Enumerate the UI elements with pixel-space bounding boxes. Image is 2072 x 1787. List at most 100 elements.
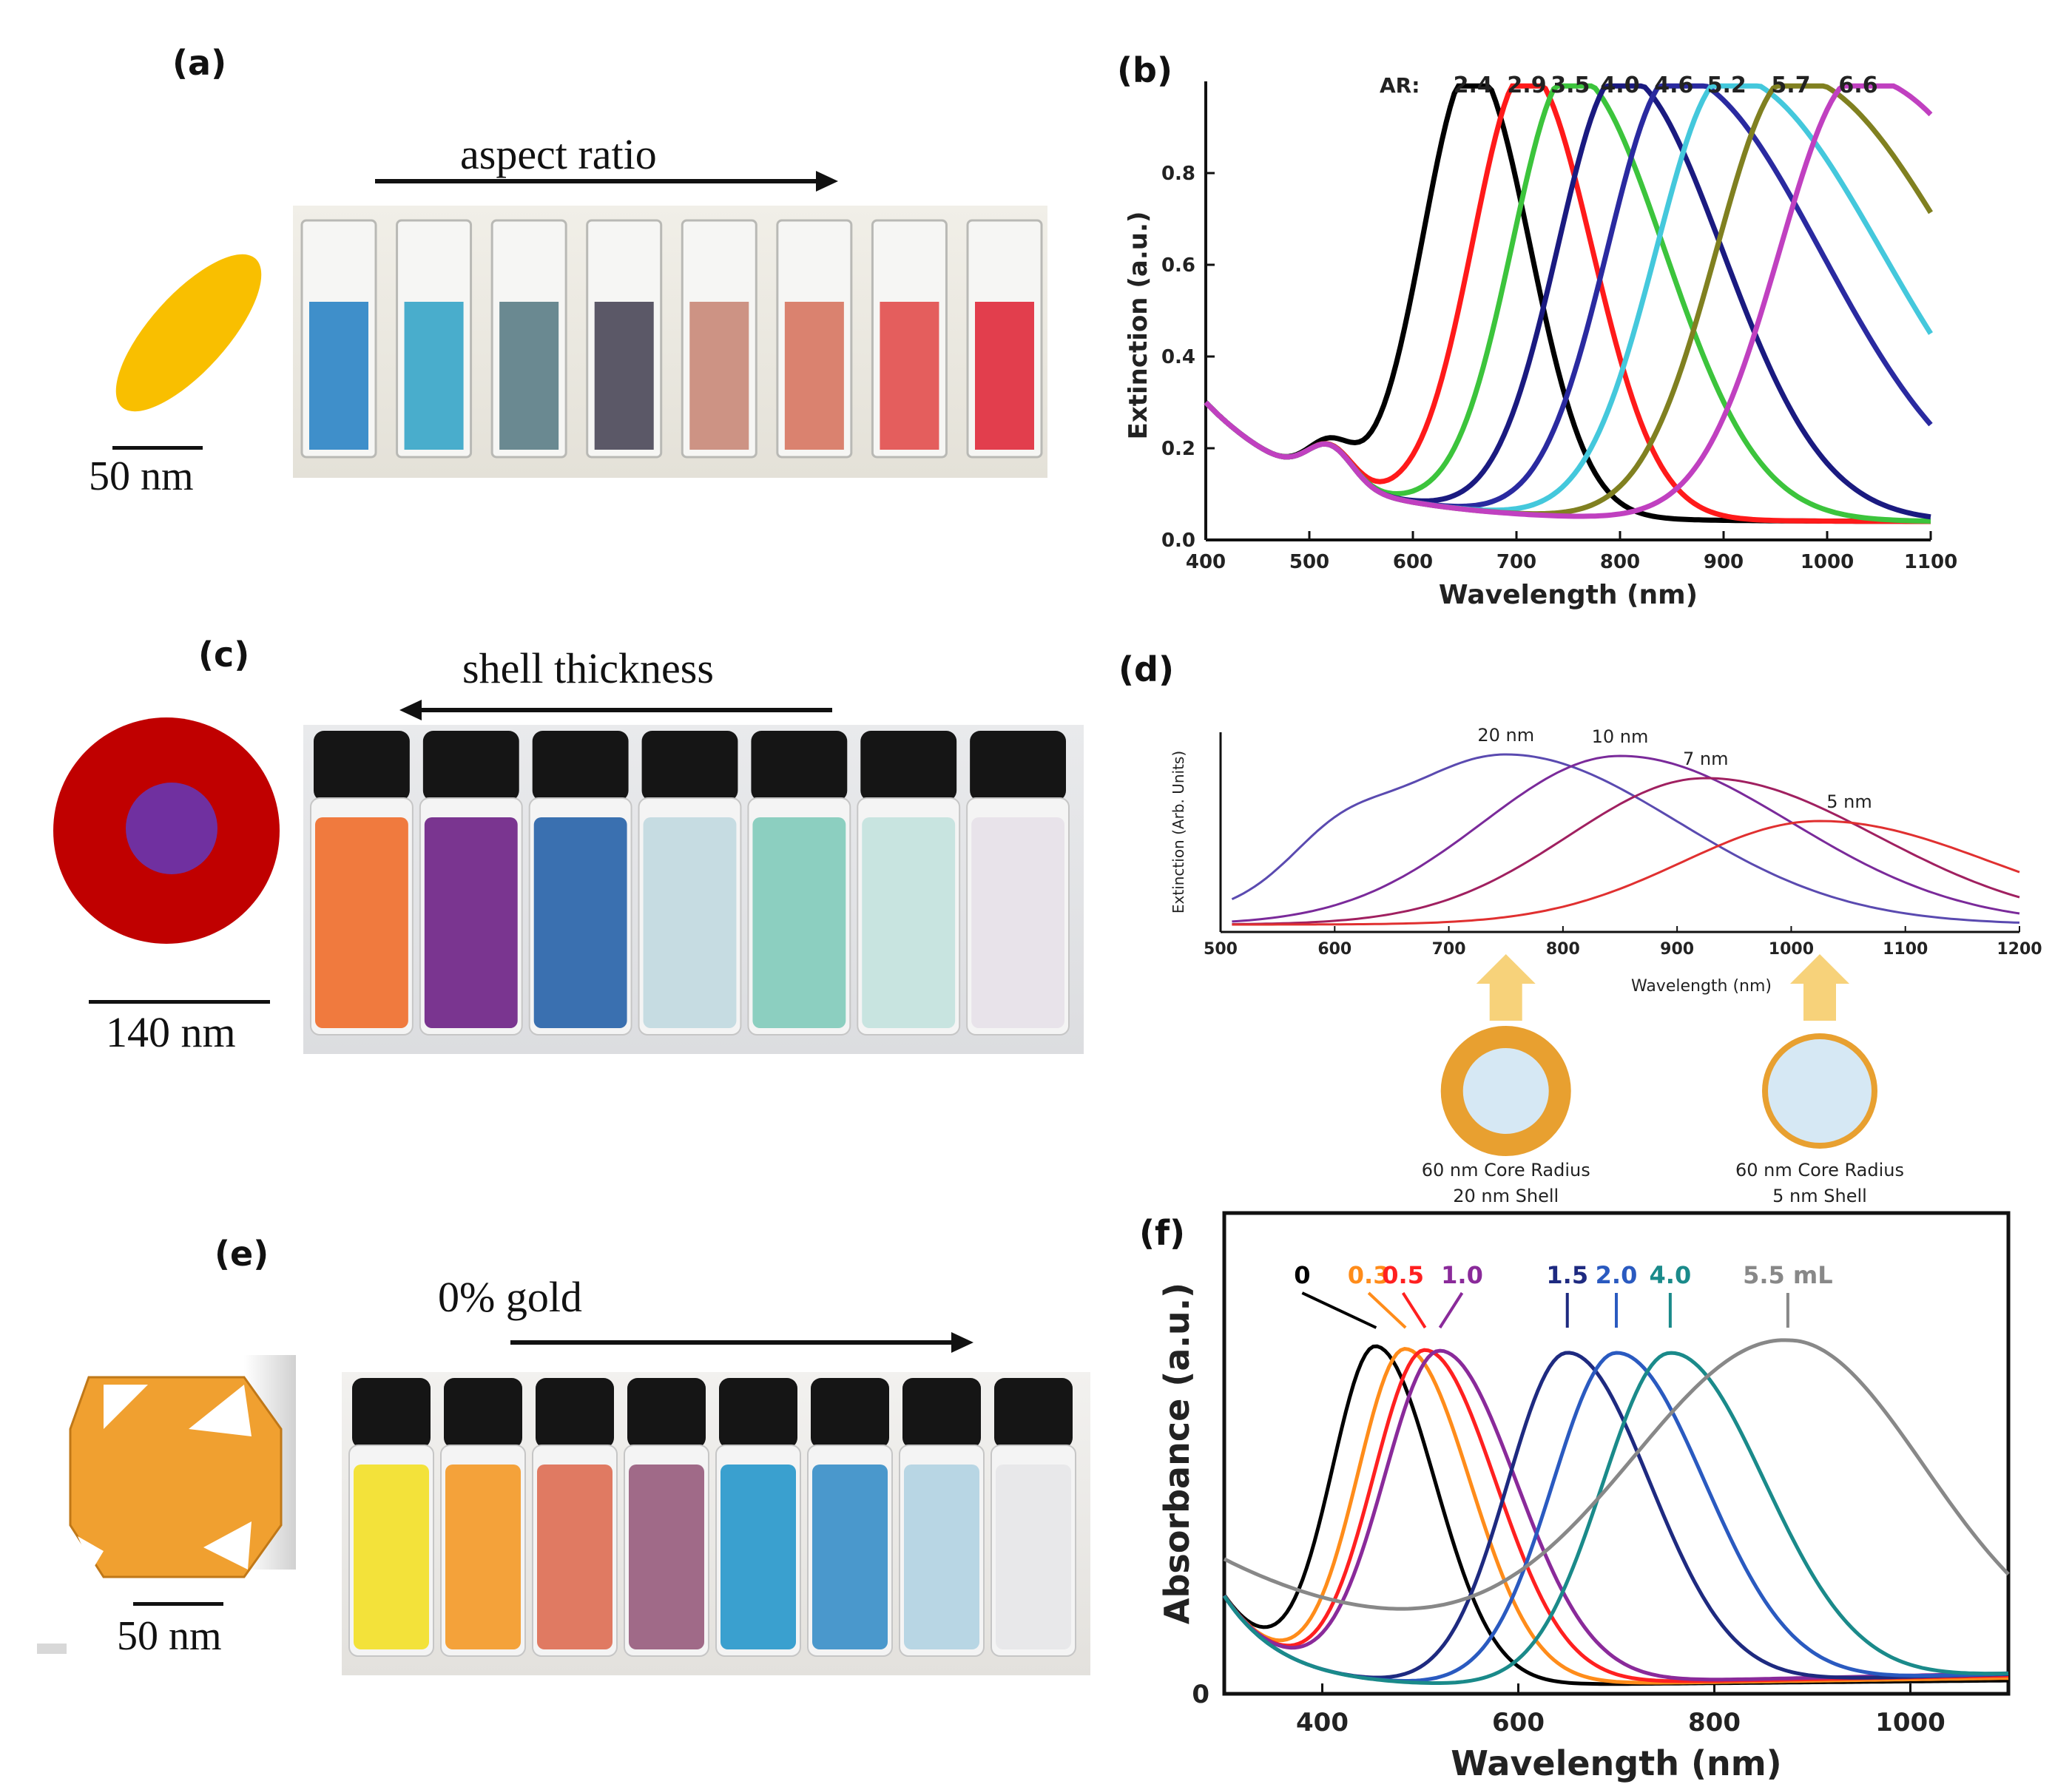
x-tick-label: 800 [1546,940,1580,959]
series-label: 0 [1294,1261,1310,1289]
chart-b: 400 500 600 700 800 900 1000 1100 0.0 0.2 0.4 0.6 0.… [1124,72,1957,610]
series-label-leader [1438,1291,1464,1329]
vial-cap [811,1378,889,1448]
y-tick-label: 0 [1192,1680,1209,1709]
scale-label-c-text: 140 nm [106,1008,236,1056]
cuvette-liquid [975,302,1034,450]
vial-liquid [643,817,737,1028]
y-tick-label: 0.4 [1161,346,1195,368]
nanorod-ellipse [115,254,262,412]
panel-label-a: (a) [172,43,227,83]
scale-label-e: 50 nm [117,1613,222,1659]
vial-liquid [721,1465,796,1649]
vial-cap [994,1378,1073,1448]
vial-cap [352,1378,431,1448]
x-tick-label: 400 [1186,551,1226,573]
arrow-e [510,1332,973,1353]
vial-photo-e [342,1372,1090,1675]
series-label: 1.5 [1546,1261,1588,1289]
cuvette-liquid [309,302,368,450]
x-axis-label: Wavelength (nm) [1439,580,1698,610]
series-label: 6.6 [1838,72,1877,98]
series-label: 7 nm [1683,749,1729,769]
vial-cap [422,731,519,801]
vial-cap [902,1378,981,1448]
vial-liquid [445,1465,521,1649]
arrow-label-aspect-ratio: aspect ratio [460,130,657,178]
series-line-1.5 [1222,1351,2009,1680]
series-label: 5 nm [1826,791,1872,812]
vial-liquid [537,1465,613,1649]
series-label-leader [1401,1291,1427,1329]
series-line-7nm [1232,777,2020,925]
series-line-20nm [1231,753,2020,924]
series-label: 2.0 [1596,1261,1638,1289]
nanoshell-core [126,783,217,874]
arrow-label-shell-thickness: shell thickness [462,644,714,692]
vial-liquid [862,817,956,1028]
x-tick-label: 600 [1317,940,1351,959]
series-label: 2.9 [1507,72,1546,98]
panel-label-c: (c) [198,635,250,675]
x-axis-label: Wavelength (nm) [1451,1743,1781,1783]
scale-bar-a [112,446,203,450]
scale-label-a: 50 nm [89,453,194,499]
x-tick-label: 1200 [1997,940,2042,959]
panel-label-d: (d) [1118,649,1174,689]
series-label: 3.5 [1550,72,1590,98]
x-tick-label: 600 [1492,1708,1545,1737]
vial-cap [860,731,957,801]
nanocube-shape [69,1355,296,1578]
vial-cap [719,1378,797,1448]
series-line-0.3 [1222,1347,2009,1685]
series-label: 10 nm [1592,726,1649,747]
x-tick-label: 1100 [1883,940,1928,959]
arrow-a [375,171,838,192]
x-tick-label: 800 [1600,551,1640,573]
series-label: 5.2 [1707,72,1747,98]
vial-liquid [971,817,1064,1028]
x-tick-label: 900 [1704,551,1744,573]
series-label: 4.0 [1600,72,1639,98]
x-tick-label: 900 [1660,940,1694,959]
series-label: 0.3 [1348,1261,1390,1289]
vial-photo-c [303,725,1084,1054]
x-tick-label: 700 [1432,940,1466,959]
series-line-5nm [1232,820,2020,926]
nanocube-facet-1 [104,1385,148,1429]
panel-label-b: (b) [1117,50,1172,90]
annotation-line2: 5 nm Shell [1772,1186,1867,1206]
vials-e [348,1378,1076,1657]
cuvette-photo-a [293,206,1047,478]
cuvette-liquid [784,302,844,450]
vial-cap [314,731,410,801]
y-tick-label: 0.6 [1161,254,1195,277]
series-line-10nm [1232,754,2020,923]
arrow-c [399,700,832,720]
series-line-1.0 [1222,1348,2009,1682]
x-tick-label: 700 [1496,551,1536,573]
vial-liquid [629,1465,704,1649]
x-tick-label: 400 [1296,1708,1349,1737]
series-line-0.5 [1222,1348,2009,1683]
series-label-leader [1367,1291,1407,1329]
vial-liquid [533,817,627,1028]
y-axis-label: Extinction (Arb. Units) [1170,751,1187,913]
series-label: 2.4 [1454,72,1493,98]
cuvette-liquid [499,302,559,450]
nanocube-facet-3 [203,1521,252,1570]
annotation-arrow [1476,954,1536,1021]
scale-bar-c [89,1000,270,1004]
series-label: 5.7 [1771,72,1810,98]
cuvettes-a [300,219,1043,459]
decor-dash [37,1644,67,1654]
panel-label-f: (f) [1139,1213,1186,1253]
vial-cap [751,731,848,801]
nanoshell-shape [53,717,280,944]
x-tick-label: 500 [1204,940,1238,959]
series-label: 5.5 mL [1743,1261,1833,1289]
legend-prefix: AR: [1380,73,1420,98]
x-tick-label: 1000 [1875,1708,1946,1737]
series-label: 20 nm [1477,725,1534,746]
x-tick-label: 600 [1393,551,1433,573]
